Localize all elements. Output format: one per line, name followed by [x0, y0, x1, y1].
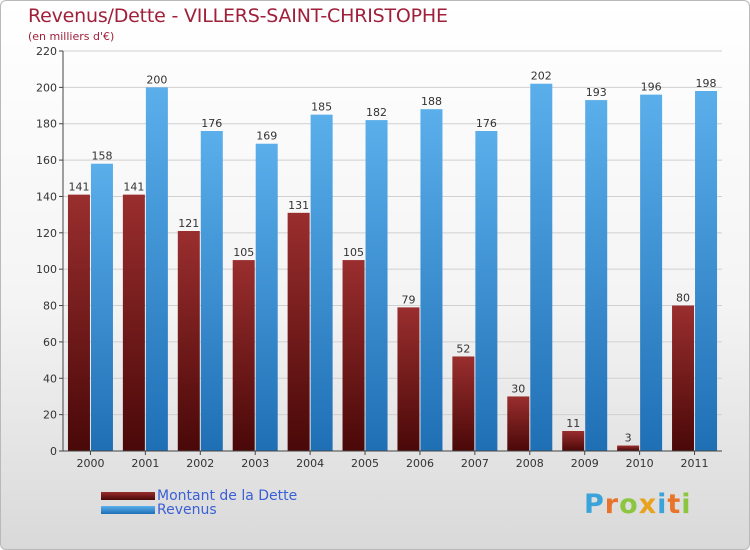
debt-bar-value-label: 121: [178, 217, 199, 230]
revenue-bar: [145, 87, 168, 451]
debt-bar: [177, 231, 200, 451]
debt-bar: [562, 431, 585, 451]
legend-item-revenue: Revenus: [101, 503, 217, 517]
debt-bar: [507, 396, 530, 451]
revenue-bar-value-label: 196: [641, 81, 662, 94]
revenue-bar: [475, 131, 498, 451]
x-tick-label: 2009: [571, 457, 599, 470]
debt-bar-value-label: 30: [511, 382, 525, 395]
y-tick-label: 100: [36, 263, 57, 276]
debt-bar: [122, 194, 145, 452]
revenue-bar-value-label: 185: [311, 101, 332, 114]
revenue-bar-value-label: 158: [91, 150, 112, 163]
x-tick-label: 2011: [681, 457, 709, 470]
legend-swatch-revenue: [101, 506, 155, 514]
x-tick-label: 2010: [626, 457, 654, 470]
x-tick-label: 2006: [406, 457, 434, 470]
y-tick-label: 40: [43, 372, 57, 385]
x-tick-label: 2000: [76, 457, 104, 470]
revenue-bar: [200, 131, 223, 451]
y-tick-label: 180: [36, 118, 57, 131]
y-tick-label: 20: [43, 409, 57, 422]
debt-bar-value-label: 79: [401, 293, 415, 306]
legend-swatch-debt: [101, 492, 155, 500]
debt-bar: [67, 194, 90, 452]
logo-letter: x: [638, 489, 658, 520]
revenue-bar-value-label: 188: [421, 95, 442, 108]
logo-letter: r: [604, 489, 620, 520]
debt-bar: [342, 260, 365, 451]
y-tick-label: 140: [36, 190, 57, 203]
y-tick-label: 200: [36, 81, 57, 94]
debt-bar: [452, 356, 475, 451]
debt-bar-value-label: 141: [68, 181, 89, 194]
revenue-bar-value-label: 202: [531, 70, 552, 83]
debt-bar: [397, 307, 420, 451]
legend-item-debt: Montant de la Dette: [101, 489, 297, 503]
debt-bar: [232, 260, 255, 451]
revenue-bar-value-label: 200: [146, 73, 167, 86]
debt-bar-value-label: 11: [566, 417, 580, 430]
revenue-bar: [90, 163, 113, 451]
x-tick-label: 2007: [461, 457, 489, 470]
logo-letter: t: [667, 489, 682, 520]
x-tick-label: 2005: [351, 457, 379, 470]
revenue-bar: [365, 120, 388, 451]
debt-bar: [672, 305, 695, 451]
logo-letter: i: [681, 489, 692, 520]
y-tick-label: 80: [43, 300, 57, 313]
debt-bar-value-label: 105: [343, 246, 364, 259]
chart-subtitle: (en milliers d'€): [28, 30, 115, 43]
revenue-bar: [255, 143, 278, 451]
proxiti-logo[interactable]: Proxiti: [584, 489, 692, 520]
y-tick-label: 120: [36, 227, 57, 240]
logo-letter: P: [584, 489, 605, 520]
revenue-bar-value-label: 176: [476, 117, 497, 130]
revenue-bar-value-label: 169: [256, 130, 277, 143]
debt-bar: [287, 212, 310, 451]
logo-letter: i: [657, 489, 668, 520]
y-tick-label: 220: [36, 45, 57, 58]
legend-label-debt: Montant de la Dette: [157, 488, 298, 504]
revenue-bar: [420, 109, 443, 451]
debt-bar-value-label: 52: [456, 342, 470, 355]
debt-bar: [617, 445, 640, 451]
y-tick-label: 160: [36, 154, 57, 167]
y-tick-label: 60: [43, 336, 57, 349]
x-tick-label: 2003: [241, 457, 269, 470]
revenue-bar-value-label: 193: [586, 86, 607, 99]
revenue-bar: [530, 83, 553, 452]
revenue-bar-value-label: 198: [696, 77, 717, 90]
revenue-bar: [695, 91, 718, 451]
x-tick-label: 2008: [516, 457, 544, 470]
debt-bar-value-label: 80: [676, 292, 690, 305]
logo-letter: o: [619, 489, 639, 520]
debt-bar-value-label: 141: [123, 181, 144, 194]
x-tick-label: 2001: [131, 457, 159, 470]
y-tick-label: 0: [50, 445, 57, 458]
debt-bar-value-label: 105: [233, 246, 254, 259]
x-tick-label: 2004: [296, 457, 324, 470]
revenue-bar-value-label: 176: [201, 117, 222, 130]
debt-bar-value-label: 3: [625, 432, 632, 445]
revenue-bar-value-label: 182: [366, 106, 387, 119]
debt-bar-value-label: 131: [288, 199, 309, 212]
x-tick-label: 2002: [186, 457, 214, 470]
revenue-bar: [585, 100, 608, 451]
revenue-bar: [310, 114, 333, 452]
revenue-bar: [640, 94, 663, 452]
chart-title: Revenus/Dette - VILLERS-SAINT-CHRISTOPHE: [28, 5, 448, 27]
legend-label-revenue: Revenus: [157, 502, 217, 518]
